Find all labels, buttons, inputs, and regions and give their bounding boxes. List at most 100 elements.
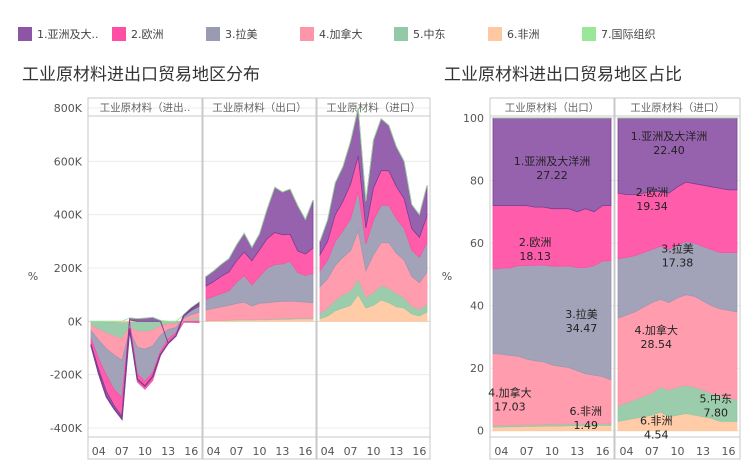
data-label-name: 2.欧洲 (519, 236, 552, 249)
x-tick-label: 16 (596, 445, 610, 458)
y-tick-label: 200K (54, 262, 83, 275)
data-label-name: 1.亚洲及大洋洲 (514, 154, 591, 168)
legend-swatch (300, 27, 314, 41)
x-tick-label: 10 (671, 445, 685, 458)
x-tick-label: 16 (722, 445, 736, 458)
x-tick-label: 10 (138, 445, 152, 458)
x-tick-label: 04 (92, 445, 106, 458)
x-tick-label: 04 (207, 445, 221, 458)
series-area (319, 107, 428, 242)
data-label-name: 3.拉美 (565, 307, 598, 321)
y-axis-label: % (28, 270, 38, 283)
data-label-value: 7.80 (704, 407, 729, 420)
data-label-name: 1.亚洲及大洋洲 (631, 129, 708, 143)
y-tick-label: 400K (54, 209, 83, 222)
x-tick-label: 10 (367, 445, 381, 458)
legend-item[interactable]: 4.加拿大 (300, 26, 363, 42)
legend-label: 3.拉美 (225, 28, 258, 41)
data-label-name: 3.拉美 (661, 241, 694, 255)
chart-group: 工业原材料进出口贸易地区占比% 100 80 60 40 20 0 工业原材料（出口） 04 07… (442, 65, 741, 460)
chart-title: 工业原材料进出口贸易地区分布 (22, 65, 260, 85)
data-label-value: 19.34 (636, 200, 668, 213)
data-label-value: 4.54 (644, 428, 669, 441)
x-tick-label: 04 (494, 445, 508, 458)
panel: 工业原材料（进口） 04 07 10 13 16 (316, 97, 431, 460)
chart-group: 工业原材料进出口贸易地区分布% 800K 600K 400K 200K 0K -200K -4… (22, 65, 431, 460)
x-tick-label: 10 (545, 445, 559, 458)
legend-item[interactable]: 1.亚洲及大.. (18, 26, 99, 42)
data-label-value: 17.03 (494, 400, 526, 413)
panel-header: 工业原材料（出口） (212, 101, 307, 114)
legend-swatch (582, 27, 596, 41)
x-tick-label: 04 (620, 445, 634, 458)
data-label-name: 6.非洲 (640, 414, 673, 427)
data-label-value: 17.38 (662, 256, 694, 269)
legend-label: 7.国际组织 (601, 28, 656, 41)
legend: 1.亚洲及大.. 2.欧洲 3.拉美 4.加拿大 5.中东 6.非洲 7.国际组织 (0, 0, 752, 41)
panel-header: 工业原材料（进口） (326, 101, 421, 114)
data-label-name: 6.非洲 (569, 405, 602, 418)
panel-header: 工业原材料（进口） (630, 101, 725, 114)
x-tick-label: 13 (570, 445, 584, 458)
legend-label: 6.非洲 (507, 28, 540, 41)
legend-swatch (394, 27, 408, 41)
y-tick-label: 20 (470, 362, 484, 375)
series-area (492, 205, 612, 270)
x-tick-label: 13 (696, 445, 710, 458)
x-tick-label: 07 (344, 445, 358, 458)
y-tick-label: -400K (50, 422, 83, 435)
legend-item[interactable]: 2.欧洲 (112, 26, 164, 42)
x-tick-label: 07 (645, 445, 659, 458)
data-label-value: 27.22 (536, 169, 568, 182)
y-tick-label: -200K (50, 369, 83, 382)
legend-label: 5.中东 (413, 28, 446, 41)
data-label-value: 34.47 (566, 322, 598, 335)
legend-item[interactable]: 5.中东 (394, 26, 446, 42)
legend-swatch (206, 27, 220, 41)
data-label-value: 22.40 (653, 144, 685, 157)
chart-title: 工业原材料进出口贸易地区占比 (444, 65, 682, 85)
data-label-name: 5.中东 (700, 393, 733, 406)
series-area (205, 186, 314, 277)
legend-swatch (488, 27, 502, 41)
y-tick-label: 80 (470, 175, 484, 188)
x-tick-label: 13 (161, 445, 175, 458)
panel-header: 工业原材料（出口） (505, 101, 600, 114)
panel-header: 工业原材料（进出.. (100, 101, 191, 114)
legend-item[interactable]: 6.非洲 (488, 26, 540, 42)
series-area (91, 301, 200, 322)
panel-frame (316, 97, 431, 460)
data-label-name: 4.加拿大 (635, 323, 679, 337)
legend-label: 4.加拿大 (319, 28, 363, 41)
legend-item[interactable]: 3.拉美 (206, 26, 258, 42)
x-tick-label: 13 (275, 445, 289, 458)
x-tick-label: 07 (230, 445, 244, 458)
x-tick-label: 16 (298, 445, 312, 458)
y-tick-label: 0 (477, 425, 484, 438)
y-tick-label: 600K (54, 155, 83, 168)
data-label-value: 28.54 (641, 338, 673, 351)
legend-label: 1.亚洲及大.. (37, 28, 99, 41)
data-label-value: 1.49 (573, 419, 598, 432)
panel-frame (614, 97, 741, 460)
y-tick-label: 60 (470, 237, 484, 250)
panel-frame (202, 97, 317, 460)
x-tick-label: 07 (520, 445, 534, 458)
x-tick-label: 16 (412, 445, 426, 458)
y-axis-label: % (442, 270, 452, 283)
legend-swatch (112, 27, 126, 41)
x-tick-label: 16 (184, 445, 198, 458)
x-tick-label: 07 (115, 445, 129, 458)
y-tick-label: 0K (68, 315, 83, 328)
y-tick-label: 800K (54, 102, 83, 115)
legend-item[interactable]: 7.国际组织 (582, 26, 656, 42)
net-line (90, 302, 200, 421)
panel: 工业原材料（出口） 04 07 10 13 16 (202, 97, 317, 460)
x-tick-label: 04 (321, 445, 335, 458)
x-tick-label: 13 (389, 445, 403, 458)
legend-label: 2.欧洲 (131, 28, 164, 41)
x-tick-label: 10 (253, 445, 267, 458)
